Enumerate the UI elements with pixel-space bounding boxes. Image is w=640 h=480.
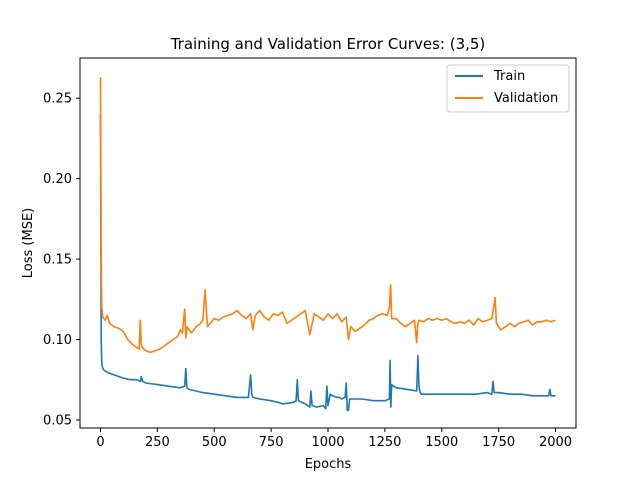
y-tick-label: 0.10 [43,333,72,348]
y-tick-label: 0.20 [43,172,72,187]
x-axis: 0 250 500 750 1000 1250 1500 1750 2000 [96,428,572,450]
y-tick-label: 0.05 [43,413,72,428]
y-tick-label: 0.25 [43,92,72,107]
legend-label-train: Train [493,69,525,84]
x-tick-label: 1750 [482,435,515,450]
y-tick-label: 0.15 [43,253,72,268]
legend-label-validation: Validation [494,91,558,106]
x-axis-label: Epochs [305,457,352,472]
legend: Train Validation [446,64,570,113]
x-tick-label: 1250 [368,435,401,450]
x-tick-label: 1500 [425,435,458,450]
x-tick-label: 2000 [539,435,572,450]
series-line-train [99,114,556,412]
y-axis-label: Loss (MSE) [21,208,36,278]
series-line-validation [99,77,556,354]
y-axis: 0.05 0.10 0.15 0.20 0.25 [43,92,80,428]
x-tick-label: 0 [96,435,104,450]
x-tick-label: 250 [145,435,170,450]
series-layer [99,77,556,412]
x-tick-label: 750 [259,435,284,450]
x-tick-label: 500 [202,435,227,450]
x-tick-label: 1000 [311,435,344,450]
chart-title: Training and Validation Error Curves: (3… [170,35,486,53]
